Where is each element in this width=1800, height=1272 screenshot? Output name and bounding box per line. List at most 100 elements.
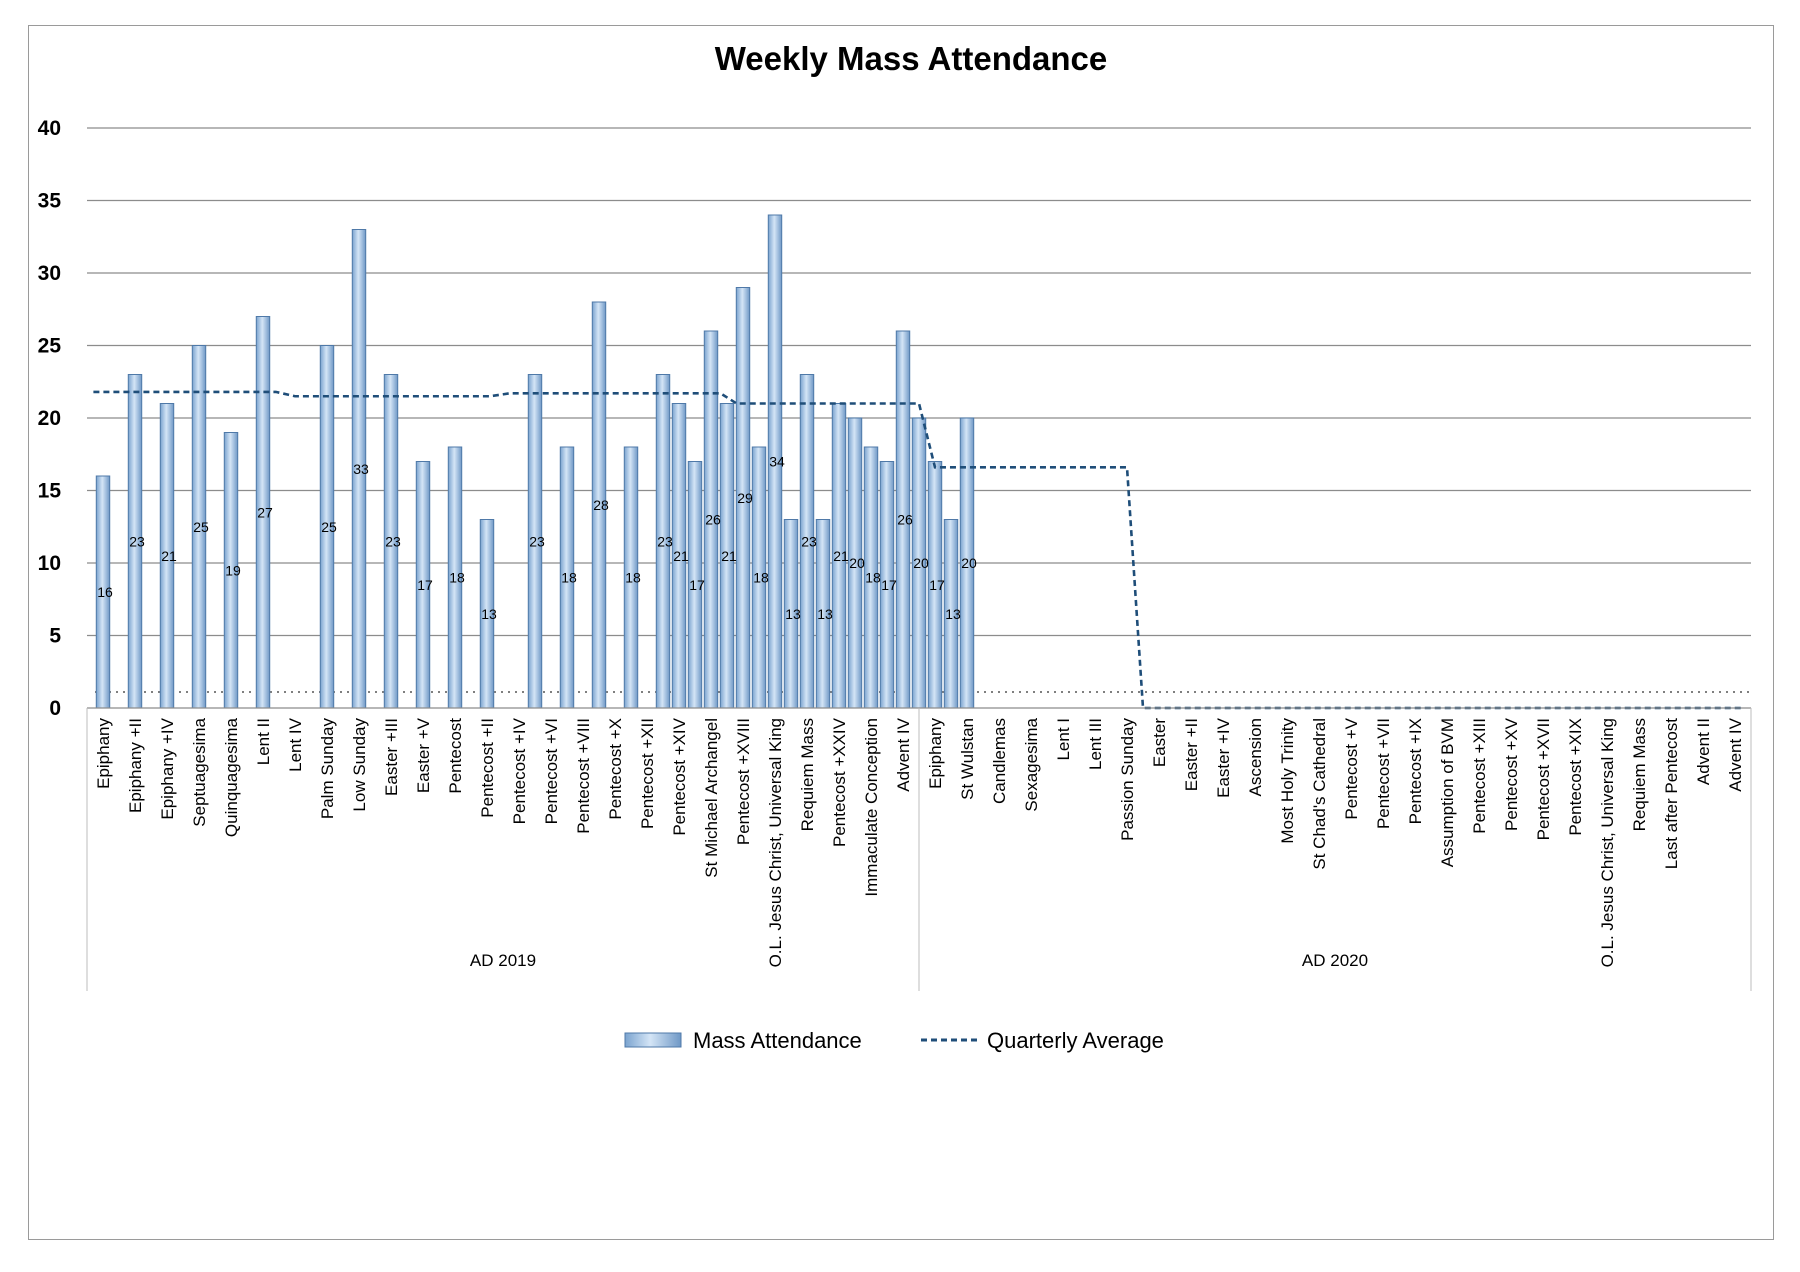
data-label: 21 [161,548,177,564]
y-tick-label: 30 [38,262,61,285]
x-tick-label: Lent IV [286,717,305,772]
data-label: 19 [225,562,241,578]
x-tick-label: Pentecost +XVIII [734,718,753,845]
data-label: 25 [193,519,209,535]
x-tick-label: Lent II [254,718,273,765]
x-tick-label: Quinquagesima [222,717,241,837]
data-label: 21 [721,548,737,564]
x-tick-label: Easter +V [414,717,433,793]
data-label: 29 [737,490,753,506]
x-tick-label: Advent IV [894,717,913,791]
x-tick-label: Requiem Mass [798,718,817,831]
x-tick-label: Pentecost +V [1342,717,1361,819]
data-label: 20 [913,555,929,571]
x-tick-label: Pentecost +VI [542,718,561,824]
x-tick-label: Easter [1150,718,1169,767]
data-label: 13 [481,606,497,622]
data-label: 28 [593,497,609,513]
x-tick-label: Pentecost +XVII [1534,718,1553,840]
x-tick-label: St Chad's Cathedral [1310,718,1329,870]
x-tick-label: Pentecost +X [606,718,625,820]
data-label: 18 [865,570,881,586]
x-tick-label: Passion Sunday [1118,718,1137,841]
x-tick-label: Last after Pentecost [1662,718,1681,869]
x-tick-label: Pentecost +XXIV [830,717,849,847]
y-axis: 0 5 10 15 20 25 30 35 40 [38,117,62,720]
chart: Weekly Mass Attendance 0510152025303540 … [38,40,1752,1053]
chart-frame: Weekly Mass Attendance 0 5 10 15 20 25 30 35 40 … [28,25,1774,1240]
x-tick-label: St Wulstan [958,718,977,800]
data-label: 34 [769,454,785,470]
x-tick-label: Sexagesima [1022,717,1041,811]
data-label: 17 [417,577,433,593]
x-tick-label: Lent I [1054,718,1073,761]
data-label: 33 [353,461,369,477]
x-tick-label: Pentecost +XIII [1470,718,1489,834]
legend-label-bars: Mass Attendance [693,1028,862,1053]
data-label: 23 [385,533,401,549]
x-tick-label: Pentecost +XII [638,718,657,829]
x-tick-label: Lent III [1086,718,1105,770]
x-tick-label: Advent IV [1726,717,1745,791]
x-tick-label: Pentecost +XIV [670,717,689,835]
x-tick-label: Ascension [1246,718,1265,796]
data-label: 23 [529,533,545,549]
x-tick-label: Advent II [1694,718,1713,785]
data-label: 13 [785,606,801,622]
legend: Mass Attendance Quarterly Average [624,1028,1164,1053]
data-label: 27 [257,504,273,520]
y-tick-label: 20 [38,407,61,430]
chart-title: Weekly Mass Attendance [715,40,1108,77]
data-label: 21 [673,548,689,564]
x-tick-label: Candlemas [990,718,1009,804]
x-tick-label: Pentecost +VIII [574,718,593,834]
data-label: 13 [817,606,833,622]
data-label: 16 [97,584,113,600]
x-tick-label: Pentecost +IX [1406,718,1425,824]
x-tick-label: Pentecost +XIX [1566,718,1585,836]
data-label: 13 [945,606,961,622]
x-tick-label: Pentecost +XV [1502,717,1521,831]
data-label: 18 [625,570,641,586]
data-label: 26 [897,512,913,528]
data-label: 21 [833,548,849,564]
data-label: 18 [753,570,769,586]
y-tick-label: 35 [38,190,62,213]
data-label: 26 [705,512,721,528]
x-tick-label: Epiphany +II [126,718,145,813]
y-tick-label: 25 [38,335,62,358]
x-tick-label: Assumption of BVM [1438,718,1457,867]
x-tick-label: O.L. Jesus Christ, Universal King [766,718,785,967]
x-tick-label: Epiphany [926,718,945,789]
y-tick-label: 15 [38,480,62,503]
x-tick-label: Pentecost +II [478,718,497,818]
x-tick-label: Pentecost +IV [510,717,529,824]
x-tick-labels: Epiphany Epiphany +II Epiphany +IV Septuage… [94,717,1745,967]
y-tick-label: 0 [49,697,61,720]
data-label: 25 [321,519,337,535]
x-tick-label: Palm Sunday [318,718,337,820]
x-tick-label: Epiphany +IV [158,717,177,819]
data-label: 23 [657,533,673,549]
data-label: 18 [449,570,465,586]
x-tick-label: Septuagesima [190,717,209,826]
legend-swatch-bars [624,1032,682,1048]
legend-label-line: Quarterly Average [987,1028,1164,1053]
x-tick-label: Immaculate Conception [862,718,881,897]
data-label: 17 [929,577,945,593]
data-label: 20 [961,555,977,571]
x-tick-label: O.L. Jesus Christ, Universal King [1598,718,1617,967]
y-tick-label: 5 [49,625,61,648]
x-tick-label: Requiem Mass [1630,718,1649,831]
x-tick-label: Low Sunday [350,718,369,812]
x-tick-label: St Michael Archangel [702,718,721,878]
x-tick-label: Easter +IV [1214,717,1233,798]
bars [95,214,975,709]
data-label: 23 [801,533,817,549]
x-tick-label: Pentecost [446,718,465,794]
group-labels: AD 2019 AD 2020 [470,951,1368,970]
y-tick-label: 10 [38,552,61,575]
x-tick-label: Most Holy Trinity [1278,718,1297,844]
data-label: 17 [881,577,897,593]
